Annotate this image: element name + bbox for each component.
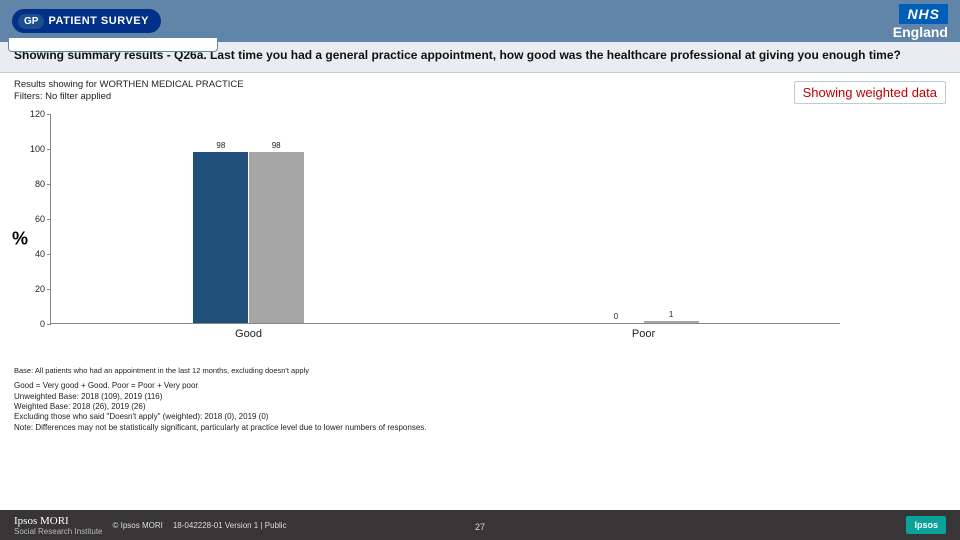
- y-axis-label: %: [12, 229, 28, 250]
- page-number: 27: [475, 522, 485, 532]
- bar-value-label: 1: [669, 310, 673, 319]
- y-tick: 60: [21, 214, 45, 224]
- chart-area: % 020406080100120Good9898Poor01 20182019: [50, 114, 936, 364]
- footnote-line: Note: Differences may not be statistical…: [14, 423, 946, 433]
- results-for: Results showing for WORTHEN MEDICAL PRAC…: [14, 79, 244, 92]
- chart-bar: [193, 152, 248, 324]
- sri-text: Social Research Institute: [14, 527, 103, 536]
- y-tick-mark: [47, 289, 51, 290]
- footnotes: Good = Very good + Good. Poor = Poor + V…: [0, 375, 960, 433]
- nhs-branding: NHS England: [893, 4, 948, 40]
- footnote-line: Excluding those who said "Doesn't apply"…: [14, 412, 946, 422]
- bar-value-label: 98: [272, 141, 281, 150]
- footer-ref: 18-042228-01 Version 1 | Public: [173, 521, 287, 530]
- footnote-line: Unweighted Base: 2018 (109), 2019 (116): [14, 392, 946, 402]
- weighted-data-label: Showing weighted data: [794, 81, 946, 104]
- footnote-line: Weighted Base: 2018 (26), 2019 (26): [14, 402, 946, 412]
- y-tick-mark: [47, 114, 51, 115]
- y-tick-mark: [47, 324, 51, 325]
- ipsos-mori-text: Ipsos MORI: [14, 515, 103, 527]
- chart-plot: 020406080100120Good9898Poor01: [50, 114, 840, 324]
- nhs-england-text: England: [893, 24, 948, 40]
- footer-bar: Ipsos MORI Social Research Institute © I…: [0, 510, 960, 540]
- x-category-label: Good: [235, 328, 262, 340]
- y-tick-mark: [47, 149, 51, 150]
- y-tick: 0: [21, 319, 45, 329]
- survey-badge: GP PATIENT SURVEY: [12, 9, 161, 33]
- badge-tab-decor: [8, 38, 218, 52]
- footer-left: Ipsos MORI Social Research Institute © I…: [14, 515, 287, 536]
- survey-badge-text: PATIENT SURVEY: [48, 15, 149, 27]
- x-category-label: Poor: [632, 328, 655, 340]
- y-tick: 80: [21, 179, 45, 189]
- footnote-line: Good = Very good + Good. Poor = Poor + V…: [14, 381, 946, 391]
- base-note: Base: All patients who had an appointmen…: [0, 364, 960, 375]
- y-tick-mark: [47, 184, 51, 185]
- footer-copyright: © Ipsos MORI: [113, 521, 163, 530]
- bar-value-label: 0: [614, 312, 618, 321]
- chart-bar: [249, 152, 304, 324]
- y-tick-mark: [47, 254, 51, 255]
- y-tick: 100: [21, 144, 45, 154]
- ipsos-logo: Ipsos: [906, 516, 946, 534]
- y-tick: 20: [21, 284, 45, 294]
- bar-value-label: 98: [216, 141, 225, 150]
- meta-row: Results showing for WORTHEN MEDICAL PRAC…: [0, 73, 960, 105]
- y-tick: 40: [21, 249, 45, 259]
- y-tick-mark: [47, 219, 51, 220]
- y-tick: 120: [21, 109, 45, 119]
- header-bar: GP PATIENT SURVEY NHS England: [0, 0, 960, 42]
- meta-left: Results showing for WORTHEN MEDICAL PRAC…: [14, 79, 244, 105]
- nhs-logo: NHS: [899, 4, 948, 24]
- chart-bar: [644, 321, 699, 323]
- filters-applied: Filters: No filter applied: [14, 91, 244, 104]
- survey-badge-gp: GP: [18, 14, 44, 29]
